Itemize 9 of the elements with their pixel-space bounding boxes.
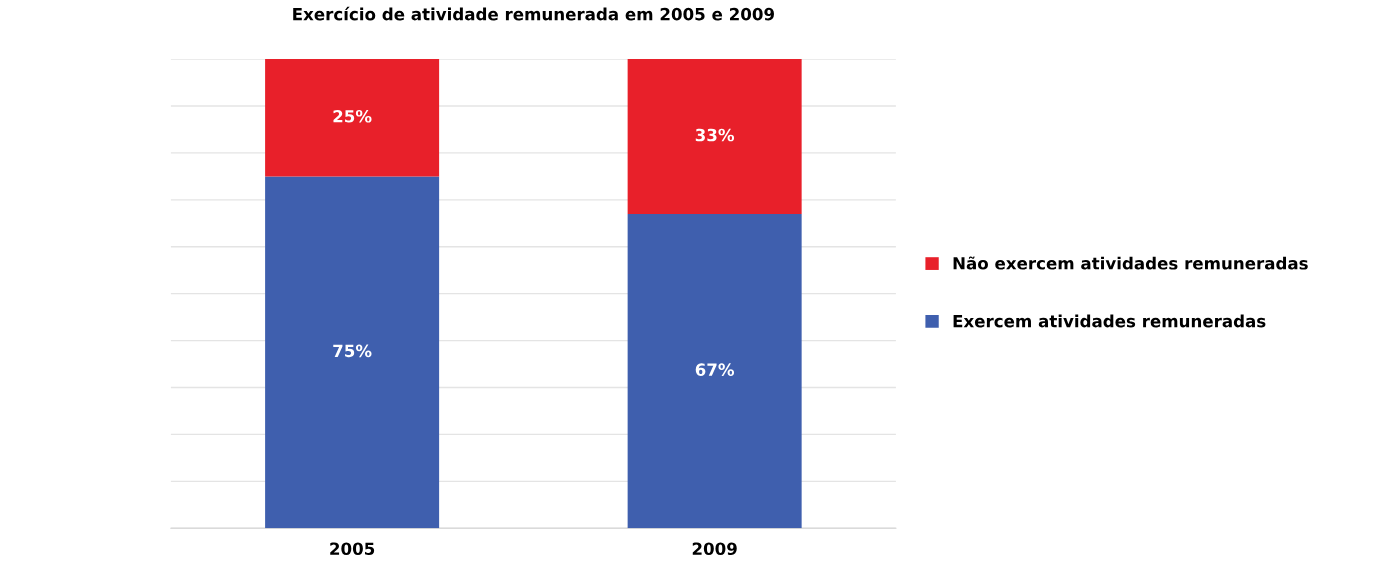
x-tick-label: 2009 xyxy=(692,542,737,556)
legend-label: Exercem atividades remuneradas xyxy=(953,314,1266,328)
data-label: 33% xyxy=(695,128,735,142)
x-tick-label: 2005 xyxy=(330,542,375,556)
data-label: 75% xyxy=(333,344,372,358)
legend-label: Não exercem atividades remuneradas xyxy=(953,256,1308,270)
data-label: 67% xyxy=(695,363,735,376)
data-label: 25% xyxy=(333,109,372,123)
chart-title: Exercício de atividade remunerada em 2005 e 2009 xyxy=(293,6,774,21)
